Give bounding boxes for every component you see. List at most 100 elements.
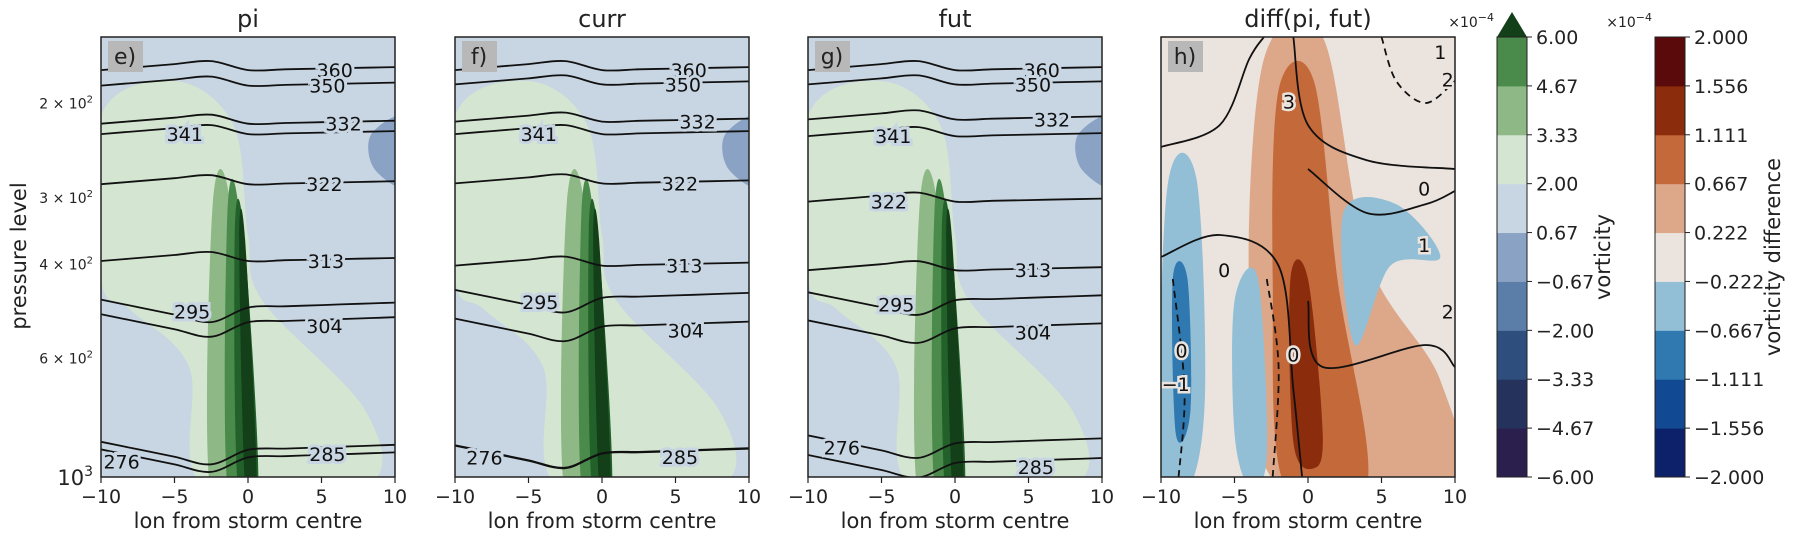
difference-contour-line (1292, 37, 1455, 170)
colorbar-segment (1497, 379, 1527, 429)
contour-label: 0 (1287, 345, 1299, 367)
panel-title: curr (578, 5, 626, 33)
y-tick-label: 3 × 102 (39, 189, 93, 207)
contour-label: 276 (466, 448, 502, 470)
contour-label: 3 (1283, 91, 1295, 113)
contour-label: 304 (1015, 322, 1051, 344)
theta-contour-line (101, 440, 395, 466)
colorbar-tick-label: −0.222 (1694, 271, 1764, 293)
panel-fill (1161, 37, 1455, 477)
x-tick-label: 5 (1375, 486, 1387, 508)
colorbar-tick-label: 0.67 (1536, 223, 1578, 245)
contour-label: −1 (1162, 374, 1190, 396)
y-axis-label: pressure level (7, 182, 31, 329)
x-tick-label: 10 (383, 486, 407, 508)
colorbar-tick-label: 6.00 (1536, 27, 1578, 49)
theta-contour-line (101, 313, 395, 338)
colorbar-tick-label: −2.00 (1536, 320, 1594, 342)
x-tick-label: 5 (1022, 486, 1034, 508)
colorbar-tick-label: 4.67 (1536, 76, 1578, 98)
x-tick-label: −5 (867, 486, 895, 508)
colorbar-segment (1655, 85, 1685, 136)
difference-contour-line-dashed (1265, 278, 1280, 477)
contour-label: 0 (1418, 178, 1430, 200)
theta-contour-line (808, 434, 1102, 459)
contour-label: 360 (671, 60, 707, 82)
contour-label: 295 (878, 294, 914, 316)
difference-contour-line-dashed (1171, 278, 1186, 477)
vorticity-region (722, 116, 749, 186)
contour-label: 332 (679, 112, 715, 134)
contour-label: 0 (1218, 260, 1230, 282)
difference-contour-line (1307, 168, 1455, 216)
theta-contour-line (101, 448, 395, 473)
colorbar-segment (1497, 428, 1527, 478)
x-tick-label: −5 (514, 486, 542, 508)
panel-tag-box (1168, 41, 1203, 72)
y-tick-label: 6 × 102 (39, 350, 93, 368)
contour-label: 341 (167, 124, 203, 146)
colorbar-segment (1497, 85, 1527, 136)
panel-fill (808, 37, 1102, 477)
panel-fill (455, 37, 749, 477)
difference-contour-line (1161, 234, 1303, 477)
theta-contour-line (808, 291, 1102, 316)
contour-label: 332 (1034, 109, 1070, 131)
colorbar-multiplier: ×10−4 (1448, 11, 1494, 31)
x-tick-label: −10 (788, 486, 828, 508)
vorticity-colorbar: −6.00 −4.67 −3.33 −2.00 −0.67 0.67 2.00 3.33 4.6… (1448, 11, 1615, 489)
colorbar-tick-label: −3.33 (1536, 369, 1594, 391)
vorticity-region (593, 208, 611, 477)
contour-label: 2 (1442, 302, 1454, 324)
contour-label: 295 (522, 292, 558, 314)
x-tick-label: 5 (669, 486, 681, 508)
difference-contour-line (1307, 300, 1455, 370)
panel-title: pi (237, 5, 259, 33)
difference-contour-line (1161, 37, 1265, 148)
y-tick-label: 2 × 102 (39, 95, 93, 113)
colorbar-tick-label: −6.00 (1536, 467, 1594, 489)
colorbar-tick-label: −2.000 (1694, 467, 1764, 489)
contour-label: 285 (1018, 457, 1054, 479)
x-tick-label: −5 (160, 486, 188, 508)
theta-contour-line (455, 74, 749, 86)
colorbar-segment (1655, 330, 1685, 380)
panel-title: fut (938, 5, 971, 33)
theta-contour-line (455, 289, 749, 314)
x-tick-label: 0 (596, 486, 608, 508)
theta-contour-line (455, 173, 749, 185)
contour-label: 322 (662, 173, 698, 195)
colorbar-tick-label: −0.667 (1694, 320, 1764, 342)
colorbar-segment (1655, 379, 1685, 429)
contour-label: 350 (1015, 74, 1051, 96)
contour-label: 2 (1442, 69, 1454, 91)
contour-label: 322 (306, 174, 342, 196)
vorticity-region (368, 116, 395, 186)
theta-contour-line (808, 60, 1102, 72)
x-tick-label: 0 (242, 486, 254, 508)
contour-label: 285 (662, 447, 698, 469)
x-tick-label: −5 (1220, 486, 1248, 508)
theta-contour-line (101, 174, 395, 186)
theta-contour-line (808, 109, 1102, 121)
panel-tag-box (108, 41, 143, 72)
contour-label: 360 (1024, 60, 1060, 82)
theta-contour-line (101, 298, 395, 324)
theta-contour-line (101, 75, 395, 88)
theta-contour-line (808, 319, 1102, 344)
colorbar-segment (1655, 428, 1685, 478)
vorticity-region (239, 208, 257, 477)
colorbar-tick-label: 3.33 (1536, 125, 1578, 147)
colorbar-segment (1655, 232, 1685, 282)
colorbar-segment (1497, 37, 1527, 87)
colorbar-tick-label: −0.67 (1536, 271, 1594, 293)
panel-tag-box (815, 41, 850, 72)
x-tick-label: −10 (435, 486, 475, 508)
colorbar-segment (1497, 134, 1527, 185)
theta-contour-line (455, 124, 749, 136)
theta-contour-line (455, 255, 749, 268)
x-tick-label: 10 (737, 486, 761, 508)
